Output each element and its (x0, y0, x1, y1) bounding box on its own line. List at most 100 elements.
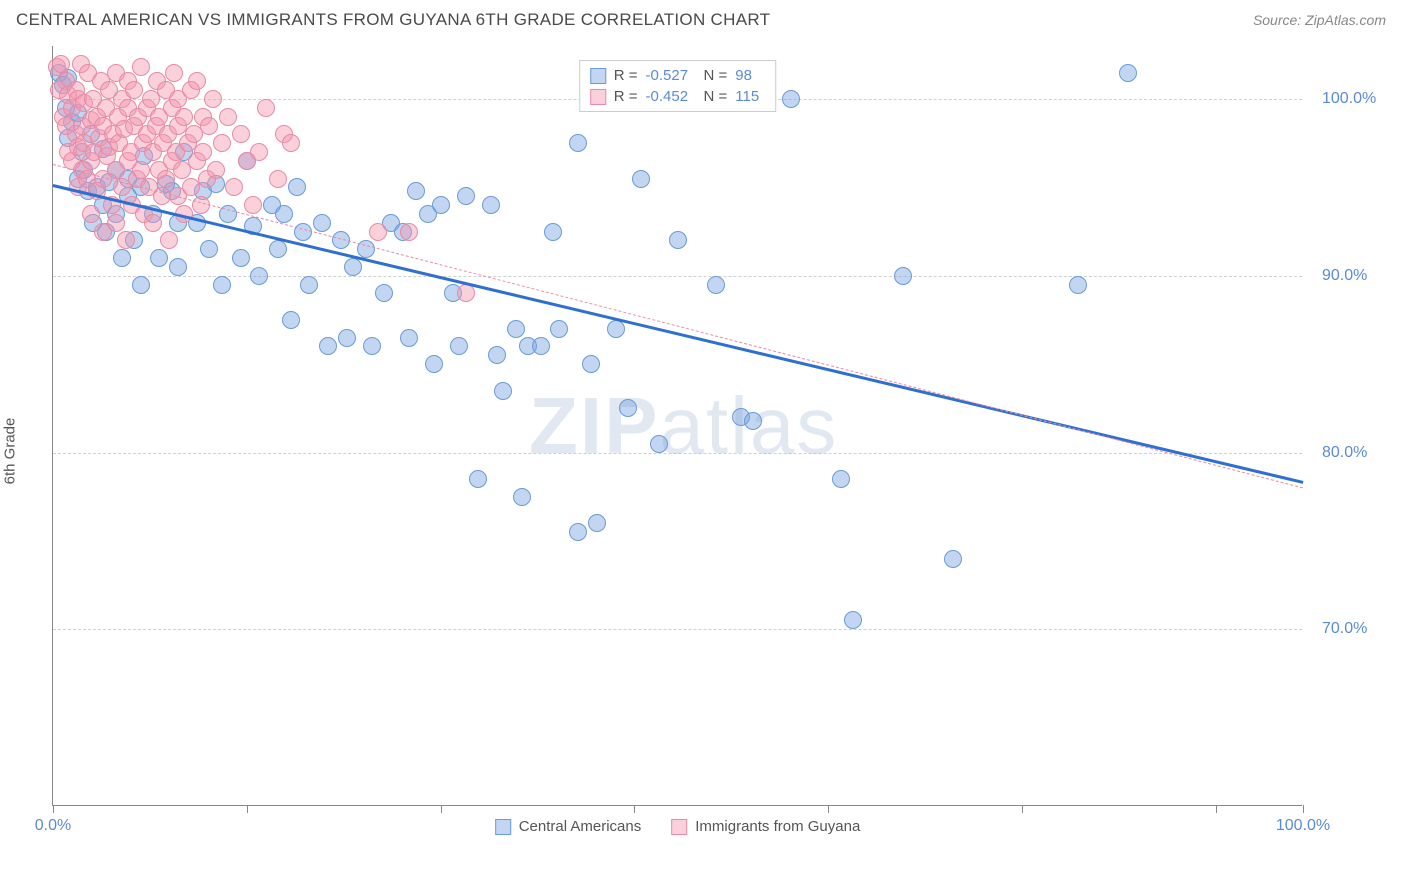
scatter-dot (482, 196, 500, 214)
scatter-dot (232, 125, 250, 143)
chart-title: CENTRAL AMERICAN VS IMMIGRANTS FROM GUYA… (16, 10, 770, 30)
scatter-dot (113, 249, 131, 267)
scatter-dot (669, 231, 687, 249)
scatter-dot (569, 523, 587, 541)
scatter-dot (165, 64, 183, 82)
scatter-dot (125, 81, 143, 99)
x-tick (634, 805, 635, 813)
scatter-dot (1069, 276, 1087, 294)
scatter-dot (313, 214, 331, 232)
x-tick-label-right: 100.0% (1276, 817, 1330, 835)
scatter-dot (194, 143, 212, 161)
scatter-dot (944, 550, 962, 568)
stats-row: R =-0.527N =98 (590, 65, 766, 86)
gridline-h (53, 629, 1302, 630)
scatter-dot (494, 382, 512, 400)
scatter-dot (369, 223, 387, 241)
source-label: Source: ZipAtlas.com (1253, 12, 1386, 28)
legend-swatch (671, 819, 687, 835)
legend-swatch (495, 819, 511, 835)
scatter-dot (207, 161, 225, 179)
scatter-dot (588, 514, 606, 532)
scatter-dot (244, 196, 262, 214)
x-tick (1216, 805, 1217, 813)
header: CENTRAL AMERICAN VS IMMIGRANTS FROM GUYA… (0, 0, 1406, 36)
scatter-dot (469, 470, 487, 488)
scatter-dot (607, 320, 625, 338)
scatter-dot (400, 223, 418, 241)
plot-area: ZIPatlas R =-0.527N =98R =-0.452N =115 C… (52, 46, 1302, 806)
legend-label: Immigrants from Guyana (695, 818, 860, 835)
scatter-dot (344, 258, 362, 276)
scatter-dot (200, 240, 218, 258)
scatter-dot (450, 337, 468, 355)
scatter-dot (160, 231, 178, 249)
scatter-dot (744, 412, 762, 430)
legend-item: Central Americans (495, 818, 642, 835)
x-tick (1303, 805, 1304, 813)
scatter-dot (225, 178, 243, 196)
scatter-dot (182, 178, 200, 196)
scatter-dot (650, 435, 668, 453)
scatter-dot (52, 55, 70, 73)
scatter-dot (488, 346, 506, 364)
scatter-dot (363, 337, 381, 355)
scatter-dot (232, 249, 250, 267)
scatter-dot (275, 205, 293, 223)
scatter-dot (544, 223, 562, 241)
legend-item: Immigrants from Guyana (671, 818, 860, 835)
scatter-dot (319, 337, 337, 355)
stats-n-label: N = (704, 88, 728, 105)
scatter-dot (269, 240, 287, 258)
scatter-dot (144, 214, 162, 232)
scatter-dot (257, 99, 275, 117)
scatter-dot (150, 249, 168, 267)
scatter-dot (250, 143, 268, 161)
stats-box: R =-0.527N =98R =-0.452N =115 (579, 60, 777, 112)
legend-label: Central Americans (519, 818, 642, 835)
trend-line (53, 164, 1303, 488)
scatter-dot (707, 276, 725, 294)
x-tick (1022, 805, 1023, 813)
legend-bottom: Central Americans Immigrants from Guyana (495, 818, 861, 835)
scatter-dot (569, 134, 587, 152)
scatter-dot (507, 320, 525, 338)
y-tick-label: 100.0% (1312, 90, 1402, 108)
x-tick (441, 805, 442, 813)
scatter-dot (132, 161, 150, 179)
scatter-dot (288, 178, 306, 196)
scatter-dot (400, 329, 418, 347)
scatter-dot (269, 170, 287, 188)
x-tick (247, 805, 248, 813)
stats-swatch (590, 68, 606, 84)
scatter-dot (894, 267, 912, 285)
scatter-dot (107, 214, 125, 232)
scatter-dot (632, 170, 650, 188)
scatter-dot (407, 182, 425, 200)
x-tick-label-left: 0.0% (35, 817, 71, 835)
scatter-dot (82, 205, 100, 223)
scatter-dot (175, 108, 193, 126)
scatter-dot (338, 329, 356, 347)
scatter-dot (200, 117, 218, 135)
scatter-dot (457, 284, 475, 302)
scatter-dot (213, 134, 231, 152)
x-tick (53, 805, 54, 813)
stats-row: R =-0.452N =115 (590, 86, 766, 107)
scatter-dot (132, 58, 150, 76)
y-tick-label: 80.0% (1312, 444, 1402, 462)
scatter-dot (213, 276, 231, 294)
stats-r-label: R = (614, 88, 638, 105)
stats-r-label: R = (614, 67, 638, 84)
scatter-dot (432, 196, 450, 214)
scatter-dot (375, 284, 393, 302)
scatter-dot (157, 170, 175, 188)
scatter-dot (282, 311, 300, 329)
chart-wrapper: 6th Grade ZIPatlas R =-0.527N =98R =-0.4… (0, 36, 1406, 866)
scatter-dot (425, 355, 443, 373)
scatter-dot (457, 187, 475, 205)
scatter-dot (219, 108, 237, 126)
scatter-dot (782, 90, 800, 108)
y-tick-label: 70.0% (1312, 620, 1402, 638)
scatter-dot (513, 488, 531, 506)
